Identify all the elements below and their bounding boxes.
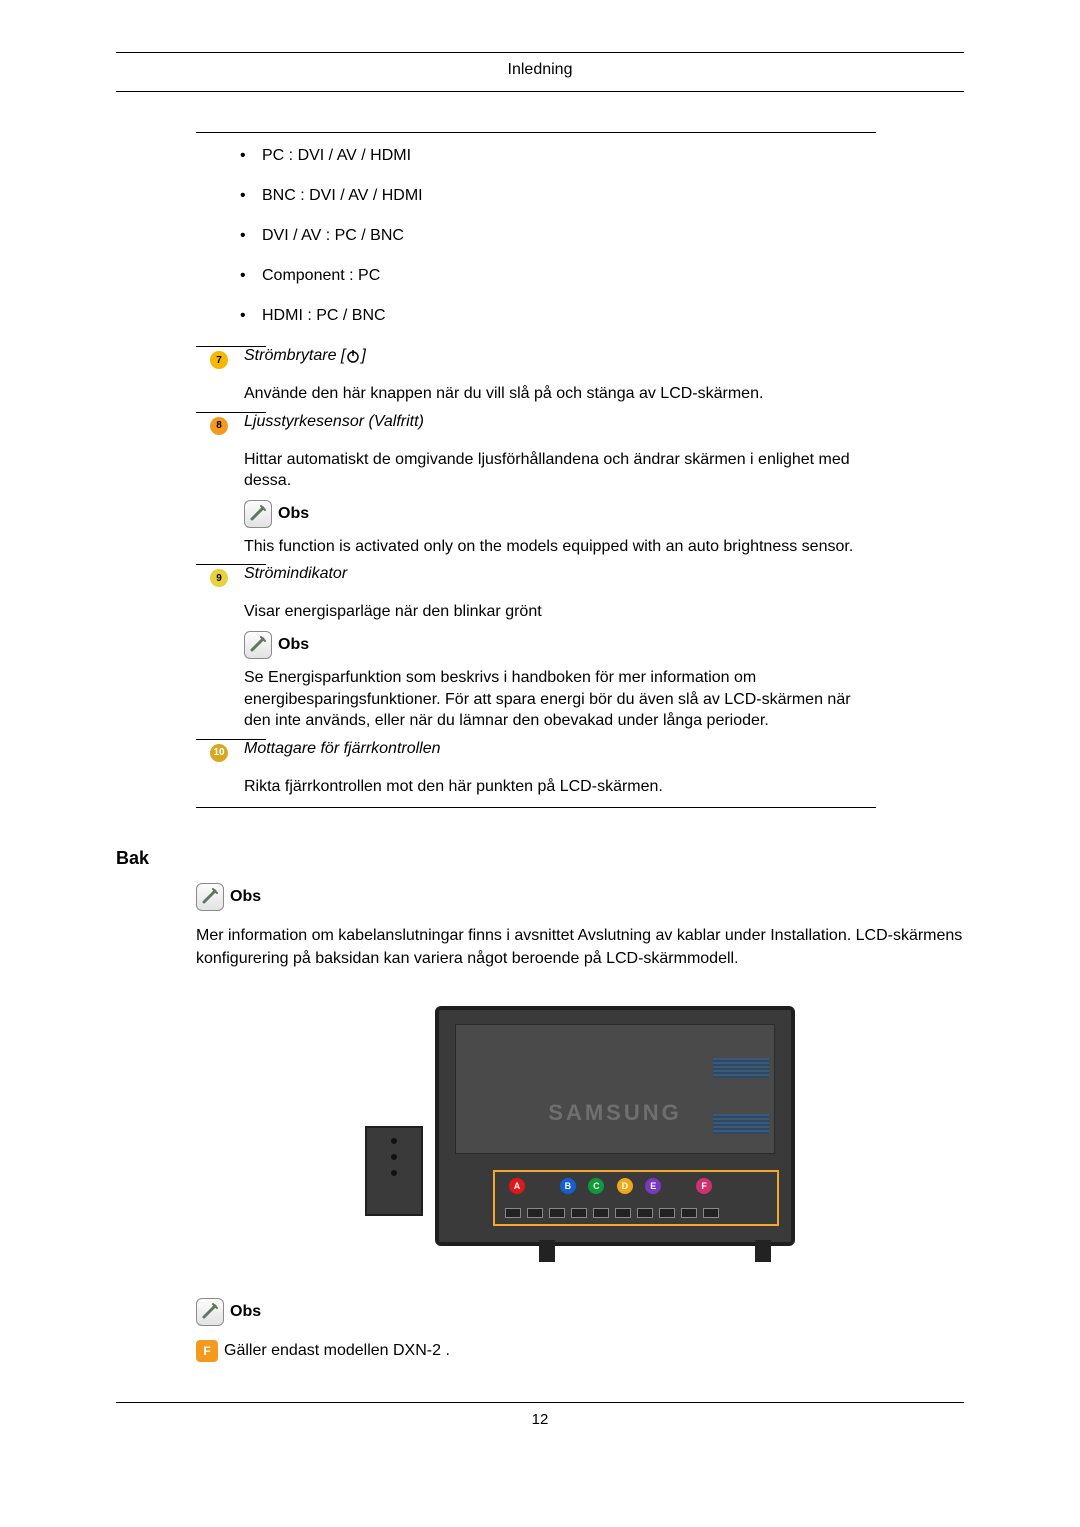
footnote-text: Gäller endast modellen DXN-2 . — [224, 1342, 450, 1360]
obs-label: Obs — [230, 888, 261, 906]
item-8-body1: Hittar automatiskt de omgivande ljusförh… — [244, 449, 874, 492]
tv-foot — [755, 1240, 771, 1262]
list-item: DVI / AV : PC / BNC — [262, 227, 876, 245]
obs-row: Obs — [244, 631, 876, 659]
section-heading-bak: Bak — [116, 848, 964, 869]
port-labels: A B C D E F — [495, 1172, 777, 1194]
bak-body: Mer information om kabelanslutningar fin… — [196, 925, 964, 970]
section-rule — [196, 132, 876, 133]
obs-label: Obs — [230, 1303, 261, 1321]
item-10: 10 Mottagare för fjärrkontrollen — [196, 740, 876, 770]
item-10-body: Rikta fjärrkontrollen mot den här punkte… — [244, 776, 874, 798]
badge-8: 8 — [210, 417, 228, 435]
item-9-body1: Visar energisparläge när den blinkar grö… — [244, 601, 874, 623]
tv-back-figure: SAMSUNG A B C D E F — [365, 1006, 795, 1272]
title-text: ] — [361, 347, 365, 365]
note-icon — [244, 631, 272, 659]
tv-side-panel — [365, 1126, 423, 1216]
item-10-title: Mottagare för fjärrkontrollen — [244, 740, 441, 758]
port-d: D — [617, 1178, 633, 1194]
list-item: PC : DVI / AV / HDMI — [262, 147, 876, 165]
obs-row: Obs — [244, 500, 876, 528]
item-8-title: Ljusstyrkesensor (Valfritt) — [244, 413, 424, 431]
tv-grills — [713, 1058, 769, 1170]
note-icon — [196, 883, 224, 911]
short-rule — [196, 564, 266, 565]
obs-row: Obs — [196, 1298, 964, 1326]
port-e: E — [645, 1178, 661, 1194]
short-rule — [196, 739, 266, 740]
note-icon — [196, 1298, 224, 1326]
item-9-body2: Se Energisparfunktion som beskrivs i han… — [244, 667, 874, 732]
tv-body: SAMSUNG A B C D E F — [435, 1006, 795, 1246]
badge-f: F — [196, 1340, 218, 1362]
header-rule-bottom — [116, 91, 964, 92]
list-item: Component : PC — [262, 267, 876, 285]
tv-logo: SAMSUNG — [548, 1100, 681, 1126]
item-9: 9 Strömindikator — [196, 565, 876, 595]
note-icon — [244, 500, 272, 528]
list-item: BNC : DVI / AV / HDMI — [262, 187, 876, 205]
inputs-list: PC : DVI / AV / HDMI BNC : DVI / AV / HD… — [196, 147, 876, 325]
port-c: C — [588, 1178, 604, 1194]
item-9-title: Strömindikator — [244, 565, 347, 583]
port-a: A — [509, 1178, 525, 1194]
page-number: 12 — [116, 1411, 964, 1428]
item-7-body: Använde den här knappen när du vill slå … — [244, 383, 874, 405]
item-8: 8 Ljusstyrkesensor (Valfritt) — [196, 413, 876, 443]
tv-foot — [539, 1240, 555, 1262]
badge-10: 10 — [210, 744, 228, 762]
port-b: B — [560, 1178, 576, 1194]
item-8-body2: This function is activated only on the m… — [244, 536, 874, 558]
footnote-row: F Gäller endast modellen DXN-2 . — [196, 1340, 964, 1362]
port-f: F — [696, 1178, 712, 1194]
obs-label: Obs — [278, 505, 309, 523]
short-rule — [196, 346, 266, 347]
short-rule — [196, 412, 266, 413]
obs-label: Obs — [278, 636, 309, 654]
footer-rule — [116, 1402, 964, 1403]
tv-port-box: A B C D E F — [493, 1170, 779, 1226]
badge-7: 7 — [210, 351, 228, 369]
obs-row: Obs — [196, 883, 964, 911]
item-7: 7 Strömbrytare [ ] — [196, 347, 876, 377]
port-slots — [505, 1208, 719, 1218]
title-text: Strömbrytare [ — [244, 347, 345, 365]
power-icon — [345, 347, 361, 365]
header-title: Inledning — [116, 53, 964, 91]
list-item: HDMI : PC / BNC — [262, 307, 876, 325]
item-7-title: Strömbrytare [ ] — [244, 347, 366, 365]
badge-9: 9 — [210, 569, 228, 587]
section-rule — [196, 807, 876, 808]
